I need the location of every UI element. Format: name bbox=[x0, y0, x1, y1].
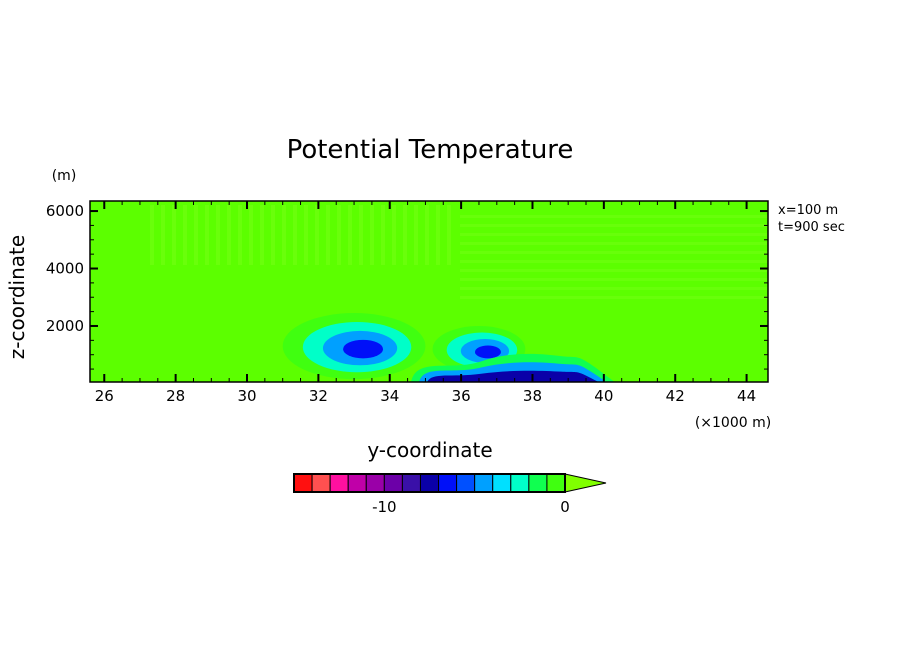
axes: 26 28 30 32 34 36 38 40 42 44 2000 4000 6000 bbox=[46, 200, 769, 405]
x-tick-label: 28 bbox=[166, 387, 185, 405]
gravity-wave-stripe bbox=[460, 296, 768, 299]
y-tick-label: 2000 bbox=[46, 317, 84, 335]
x-tick-label: 38 bbox=[523, 387, 542, 405]
plot-frame bbox=[89, 200, 769, 383]
gravity-wave-stripe bbox=[460, 224, 768, 227]
gravity-wave-stripe bbox=[460, 260, 768, 263]
y-axis-label: z-coordinate bbox=[5, 235, 29, 359]
vortex-1-contour bbox=[343, 339, 384, 359]
gravity-wave-stripe bbox=[414, 205, 418, 265]
colorbar-box bbox=[293, 473, 313, 493]
gravity-wave-stripe bbox=[460, 287, 768, 290]
colorbar-box bbox=[492, 473, 512, 493]
x-tick-label: 26 bbox=[95, 387, 114, 405]
x-tick-label: 44 bbox=[737, 387, 756, 405]
colorbar-tick-label: 0 bbox=[560, 498, 570, 516]
colorbar-box bbox=[546, 473, 566, 493]
gravity-wave-stripe bbox=[304, 205, 308, 265]
gravity-wave-stripe bbox=[392, 205, 396, 265]
y-tick-label: 4000 bbox=[46, 260, 84, 278]
gravity-wave-stripe bbox=[271, 205, 275, 265]
gravity-wave-stripe bbox=[447, 205, 451, 265]
colorbar-box bbox=[311, 473, 331, 493]
colorbar-tick-label: -10 bbox=[372, 498, 397, 516]
colorbar-frame bbox=[293, 473, 566, 493]
gravity-wave-stripe bbox=[460, 242, 768, 245]
gravity-wave-stripe bbox=[293, 205, 297, 265]
gravity-wave-stripe bbox=[161, 205, 165, 265]
y-tick-label: 6000 bbox=[46, 202, 84, 220]
gravity-wave-stripe bbox=[205, 205, 209, 265]
vortex-2-contour bbox=[474, 345, 501, 359]
gravity-wave-stripe bbox=[460, 269, 768, 272]
gravity-wave-stripe bbox=[337, 205, 341, 265]
gravity-wave-stripe bbox=[227, 205, 231, 265]
gravity-wave-stripe bbox=[282, 205, 286, 265]
colorbar-box bbox=[383, 473, 403, 493]
colorbar-box bbox=[474, 473, 494, 493]
chart-title: Potential Temperature bbox=[287, 135, 574, 165]
gravity-wave-stripe bbox=[216, 205, 220, 265]
x-unit-label: (×1000 m) bbox=[695, 415, 771, 431]
gravity-wave-stripe bbox=[381, 205, 385, 265]
gravity-wave-stripe bbox=[425, 205, 429, 265]
gravity-wave-stripe bbox=[172, 205, 176, 265]
gravity-wave-stripe bbox=[436, 205, 440, 265]
y-unit-label: (m) bbox=[52, 168, 77, 184]
field-layer bbox=[90, 201, 768, 382]
colorbar-box bbox=[510, 473, 530, 493]
gravity-wave-stripe bbox=[150, 205, 154, 265]
x-tick-label: 30 bbox=[237, 387, 256, 405]
gravity-wave-stripe bbox=[326, 205, 330, 265]
colorbar-box bbox=[528, 473, 548, 493]
colorbar-box bbox=[438, 473, 458, 493]
gravity-wave-stripe bbox=[315, 205, 319, 265]
colorbar-box bbox=[329, 473, 349, 493]
colorbar: -10 0 bbox=[293, 473, 607, 516]
gravity-wave-stripe bbox=[238, 205, 242, 265]
x-axis-label: y-coordinate bbox=[367, 438, 492, 462]
colorbar-extend-triangle bbox=[564, 473, 607, 493]
x-tick-label: 32 bbox=[309, 387, 328, 405]
gravity-wave-stripe bbox=[460, 251, 768, 254]
gravity-wave-stripe bbox=[249, 205, 253, 265]
gravity-wave-stripe bbox=[460, 233, 768, 236]
gravity-wave-stripe bbox=[260, 205, 264, 265]
colorbar-box bbox=[365, 473, 385, 493]
gravity-wave-stripe bbox=[403, 205, 407, 265]
gravity-wave-stripe bbox=[460, 215, 768, 218]
x-tick-label: 34 bbox=[380, 387, 399, 405]
cold-pool-contour bbox=[427, 370, 599, 382]
annotation-x: x=100 m bbox=[778, 203, 838, 218]
gravity-wave-stripe bbox=[194, 205, 198, 265]
gravity-wave-stripe bbox=[370, 205, 374, 265]
x-tick-label: 40 bbox=[594, 387, 613, 405]
colorbar-box bbox=[456, 473, 476, 493]
colorbar-box bbox=[401, 473, 421, 493]
x-tick-label: 42 bbox=[666, 387, 685, 405]
gravity-wave-stripe bbox=[348, 205, 352, 265]
gravity-wave-stripe bbox=[460, 278, 768, 281]
colorbar-box bbox=[419, 473, 440, 493]
gravity-wave-stripe bbox=[359, 205, 363, 265]
annotation-t: t=900 sec bbox=[778, 220, 845, 235]
colorbar-box bbox=[347, 473, 367, 493]
gravity-wave-stripe bbox=[183, 205, 187, 265]
x-tick-label: 36 bbox=[452, 387, 471, 405]
